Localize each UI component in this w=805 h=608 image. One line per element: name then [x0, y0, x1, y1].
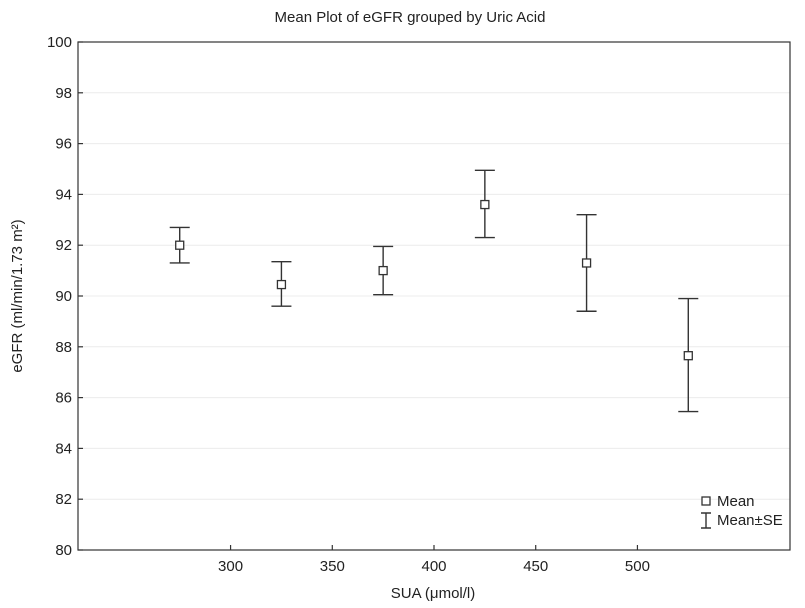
chart-title: Mean Plot of eGFR grouped by Uric Acid: [275, 9, 546, 26]
mean-series: [169, 169, 699, 413]
legend-mean-label: Mean: [717, 493, 755, 510]
grid-lines: [78, 92, 790, 500]
x-axis-ticks: 300 350 400 450 500: [218, 545, 650, 575]
legend-se-label: Mean±SE: [717, 512, 783, 529]
x-tick-label: 350: [320, 558, 345, 575]
mean-point: [276, 279, 287, 290]
y-axis-label: eGFR (ml/min/1.73 m²): [9, 219, 26, 372]
y-tick-label: 84: [55, 440, 72, 457]
mean-point: [378, 265, 388, 276]
y-tick-label: 86: [55, 390, 72, 407]
y-tick-label: 96: [55, 136, 72, 153]
y-tick-label: 90: [55, 288, 72, 305]
y-tick-label: 92: [55, 237, 72, 254]
y-tick-label: 80: [55, 542, 72, 559]
x-tick-label: 400: [421, 558, 446, 575]
y-tick-label: 88: [55, 339, 72, 356]
legend-se-marker: [701, 512, 711, 529]
y-tick-label: 98: [55, 85, 72, 102]
y-tick-label: 94: [55, 186, 72, 203]
mean-point: [683, 351, 693, 361]
x-tick-label: 500: [625, 558, 650, 575]
y-axis-ticks: 80 82 84 86 88 90 92 94 96 98 100: [47, 34, 83, 559]
y-tick-label: 82: [55, 491, 72, 508]
mean-point: [175, 240, 185, 250]
mean-point: [581, 258, 592, 268]
legend-mean-marker: [701, 496, 711, 506]
x-tick-label: 300: [218, 558, 243, 575]
legend: Mean Mean±SE: [701, 493, 783, 529]
x-tick-label: 450: [523, 558, 548, 575]
y-tick-label: 100: [47, 34, 72, 51]
x-axis-label: SUA (μmol/l): [391, 585, 476, 602]
mean-point: [480, 199, 490, 210]
